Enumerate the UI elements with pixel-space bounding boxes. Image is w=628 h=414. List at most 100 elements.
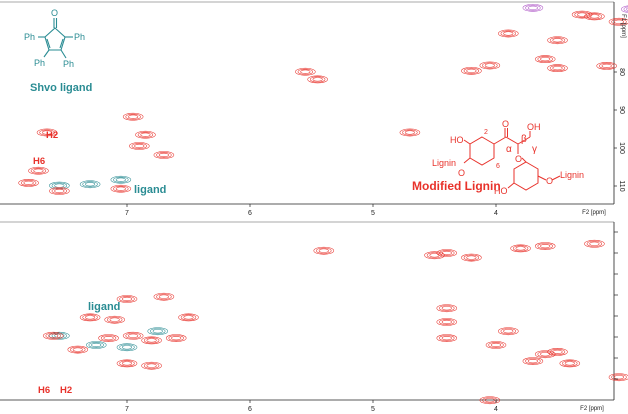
shvo-ligand-label: Shvo ligand: [30, 82, 92, 94]
shvo-o-label: O: [51, 8, 58, 18]
top-contour-ring: [137, 131, 154, 138]
bottom-contour-ring: [88, 342, 104, 348]
bottom-contour-ring: [436, 318, 458, 326]
bottom-contour-ring: [82, 314, 98, 321]
top-ligand-label: ligand: [134, 184, 166, 196]
shvo-ph-label-4: Ph: [63, 59, 74, 69]
bottom-x-tick-label: 5: [371, 406, 375, 413]
top-peak-1-23: [584, 12, 605, 21]
bottom-contour-ring: [586, 240, 603, 247]
bottom-contour-ring: [121, 345, 133, 350]
top-contour-ring: [549, 37, 566, 44]
bottom-y-ticks: [614, 231, 618, 380]
shvo-double-1: [46, 38, 51, 49]
top-contour-ring: [23, 180, 34, 185]
bottom-contour-ring: [559, 359, 581, 368]
top-contour-ring: [85, 182, 96, 187]
top-contour-ring: [577, 12, 588, 17]
top-contour-ring: [461, 66, 482, 75]
top-contour-ring: [36, 128, 58, 137]
bottom-x-ticks: 7 6 5 4: [125, 400, 498, 413]
top-contour-ring: [158, 152, 169, 158]
bottom-x-tick-label: 4: [494, 406, 498, 413]
top-contour-ring: [135, 130, 156, 139]
top-contour-ring: [549, 65, 566, 72]
top-contour-ring: [113, 185, 129, 192]
lignin-bond-o-lig: [551, 175, 561, 181]
bottom-contour-ring: [146, 363, 157, 368]
bottom-contour-ring: [143, 362, 160, 369]
top-contour-ring: [115, 186, 126, 191]
bottom-contour-ring: [109, 317, 120, 322]
bottom-contour-ring: [79, 313, 101, 322]
top-contour-ring: [522, 3, 544, 12]
top-peak-2-1: [621, 5, 628, 13]
shvo-ph-label-2: Ph: [74, 32, 85, 42]
bottom-contour-ring: [122, 331, 144, 340]
bottom-peak-1-12: [178, 313, 199, 322]
bottom-contour-ring: [119, 344, 135, 351]
top-contour-ring: [601, 63, 612, 68]
bottom-peak-1-19: [436, 304, 458, 313]
top-contour-ring: [54, 183, 65, 188]
top-contour-ring: [41, 130, 53, 135]
bottom-contour-ring: [584, 239, 605, 248]
bottom-contour-ring: [500, 328, 516, 335]
top-contour-ring: [537, 56, 553, 63]
bottom-peak-1-23: [522, 357, 544, 365]
top-y-tick-label: 110: [618, 180, 625, 191]
lignin-alpha: α: [506, 144, 512, 155]
shvo-ph-bond-3: [43, 49, 50, 58]
bottom-peak-0-2: [116, 343, 138, 352]
lignin-ho-a: HO: [450, 135, 464, 145]
bottom-contour-ring: [125, 332, 141, 339]
top-peak-1-13: [479, 61, 501, 70]
shvo-ph-label-1: Ph: [24, 32, 35, 42]
bottom-contour-ring: [441, 306, 452, 311]
lignin-gamma: γ: [532, 144, 537, 155]
bottom-contour-ring: [439, 319, 455, 325]
top-contour-ring: [534, 55, 556, 64]
top-peak-1-15: [596, 62, 617, 70]
bottom-contour-ring: [178, 313, 199, 322]
bottom-peak-1-0: [42, 331, 64, 340]
bottom-contour-ring: [466, 255, 477, 260]
top-contour-ring: [79, 180, 101, 189]
bottom-contour-ring: [503, 329, 514, 334]
top-contour-ring: [54, 188, 65, 194]
top-contour-ring: [611, 18, 627, 25]
shvo-double-2: [59, 38, 64, 49]
bottom-peak-1-25: [559, 359, 581, 368]
top-y-tick-label: 80: [618, 68, 625, 76]
bottom-contour-ring: [49, 331, 70, 340]
top-peak-1-22: [547, 36, 568, 45]
bottom-contour-ring: [589, 241, 600, 246]
top-contour-ring: [547, 36, 568, 45]
top-peak-1-1: [28, 166, 49, 175]
shvo-ph-label-3: Ph: [34, 58, 45, 68]
lignin-num-2: 2: [484, 129, 488, 136]
bottom-x-tick-label: 7: [125, 406, 129, 413]
lignin-lignin-b: Lignin: [560, 170, 584, 180]
top-contour-ring: [503, 31, 514, 36]
shvo-ring: [44, 27, 66, 51]
top-peak-1-5: [129, 142, 150, 150]
bottom-contour-ring: [121, 296, 133, 302]
bottom-contour-ring: [171, 336, 182, 341]
top-contour-ring: [574, 11, 590, 18]
bottom-contour-ring: [540, 244, 551, 249]
bottom-contour-ring: [119, 360, 135, 367]
bottom-peak-0-3: [147, 327, 169, 336]
bottom-contour-ring: [153, 292, 175, 301]
top-contour-ring: [131, 143, 147, 149]
bottom-contour-ring: [436, 304, 458, 313]
top-contour-ring: [623, 6, 628, 12]
lignin-bond-rb-o: [537, 175, 547, 181]
bottom-contour-ring: [613, 375, 625, 380]
bottom-contour-ring: [147, 327, 169, 336]
top-contour-ring: [309, 76, 326, 83]
bottom-contour-ring: [116, 295, 138, 303]
bottom-peak-1-21: [436, 334, 458, 342]
bottom-peak-1-3: [122, 331, 144, 340]
